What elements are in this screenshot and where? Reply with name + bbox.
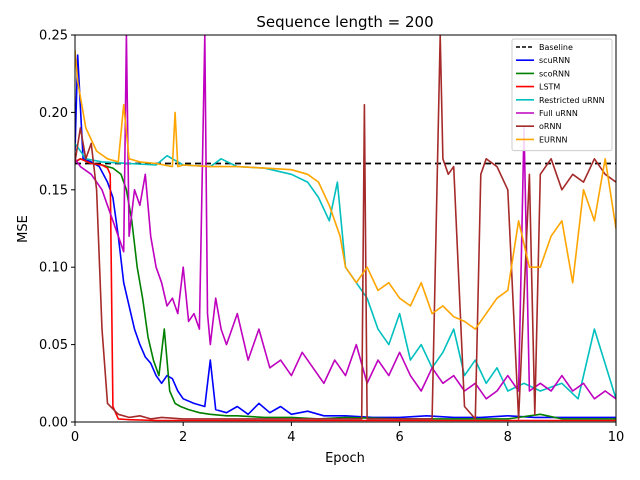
y-tick-label: 0.10	[39, 261, 68, 276]
x-axis-label: Epoch	[325, 451, 365, 466]
legend-label: LSTM	[539, 83, 560, 92]
y-tick-label: 0.20	[39, 106, 68, 121]
plot-lines	[75, 35, 616, 422]
legend-label: Full uRNN	[539, 109, 578, 118]
x-tick-label: 8	[504, 430, 512, 445]
legend-label: oRNN	[539, 122, 561, 131]
plot-frame	[74, 34, 617, 423]
legend-label: Baseline	[539, 43, 573, 52]
legend-label: scoRNN	[539, 69, 570, 78]
legend-label: EURNN	[539, 135, 567, 144]
x-tick-label: 4	[287, 430, 295, 445]
series-line-scurnn	[75, 54, 616, 419]
legend-box	[511, 38, 613, 152]
legend-label: scuRNN	[539, 56, 570, 65]
y-tick-label: 0.25	[39, 29, 68, 44]
x-tick-label: 6	[395, 430, 403, 445]
y-tick-label: 0.00	[39, 416, 68, 431]
x-tick-label: 0	[71, 430, 79, 445]
y-tick-label: 0.05	[39, 338, 68, 353]
x-axis: 0 2 4 6 8 10	[71, 422, 624, 445]
legend-label: Restricted uRNN	[539, 96, 605, 105]
x-tick-label: 10	[608, 430, 625, 445]
y-axis: 0.00 0.05 0.10 0.15 0.20 0.25	[39, 29, 75, 431]
legend: Baseline scuRNN scoRNN LSTM Restricted uRNN F…	[511, 38, 613, 152]
series-line-eurnn	[75, 50, 616, 330]
x-tick-label: 2	[179, 430, 187, 445]
chart-title: Sequence length = 200	[256, 13, 433, 31]
series-line-lstm	[75, 158, 616, 422]
series-line-ornn	[75, 35, 616, 420]
y-axis-label: MSE	[16, 215, 31, 243]
series-line-full-urnn	[75, 35, 616, 400]
y-tick-label: 0.15	[39, 183, 68, 198]
